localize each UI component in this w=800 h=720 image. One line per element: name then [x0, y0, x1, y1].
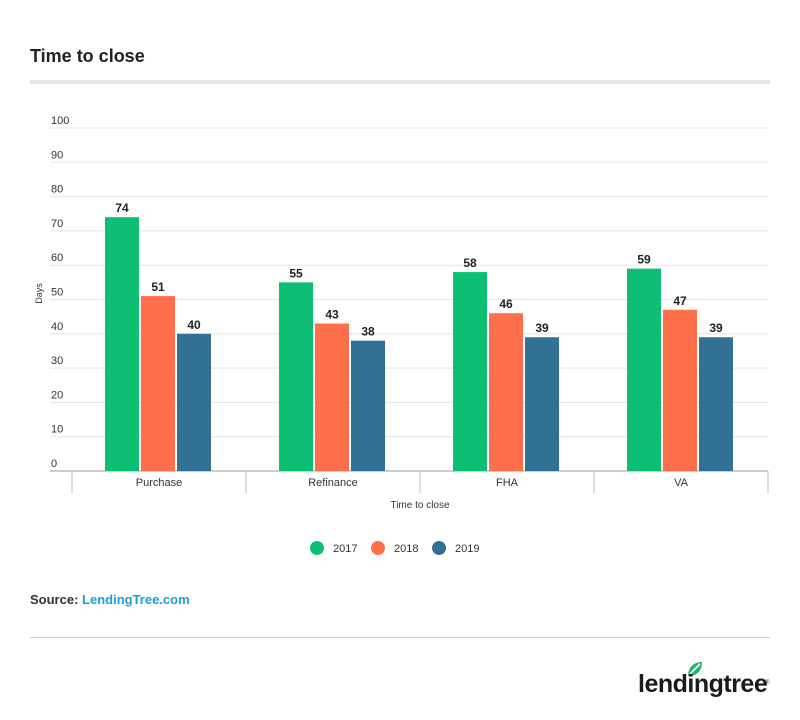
data-label: 58 [463, 256, 477, 270]
legend-label-2017: 2017 [333, 543, 357, 555]
bar-2019-va [699, 337, 733, 471]
logo-wordmark: lendingtree [638, 670, 768, 698]
bar-2018-fha [489, 313, 523, 471]
y-tick-label: 20 [51, 389, 63, 401]
y-tick-label: 60 [51, 252, 63, 264]
y-tick-label: 30 [51, 355, 63, 367]
bar-2017-va [627, 268, 661, 471]
title-divider [30, 80, 770, 84]
y-tick-label: 40 [51, 321, 63, 333]
x-tick-label: Purchase [136, 477, 182, 489]
data-label: 43 [325, 308, 339, 322]
bar-2019-refinance [351, 340, 385, 471]
leaf-icon [688, 662, 702, 676]
data-label: 55 [289, 266, 303, 280]
data-label: 74 [115, 201, 129, 215]
bar-chart: 0 10 20 30 40 50 60 70 80 90 100 74 51 40 Purchase 55 43… [34, 115, 769, 555]
data-label: 38 [361, 325, 375, 339]
x-tick-label: VA [674, 477, 689, 489]
lendingtree-logo: lendingtree ® [638, 660, 770, 704]
bar-2017-purchase [105, 217, 139, 471]
x-tick-label: FHA [496, 477, 519, 489]
registered-mark: ® [765, 680, 770, 686]
source-label: Source: [30, 592, 79, 607]
y-tick-label: 100 [51, 115, 69, 127]
data-label: 47 [673, 294, 687, 308]
data-label: 51 [151, 280, 165, 294]
source-link[interactable]: LendingTree.com [82, 592, 190, 607]
y-tick-label: 50 [51, 287, 63, 299]
data-label: 40 [187, 318, 201, 332]
legend-marker-2019 [432, 541, 446, 555]
legend-label-2018: 2018 [394, 543, 418, 555]
y-tick-label: 70 [51, 218, 63, 230]
x-tick-label: Refinance [308, 477, 358, 489]
chart-title: Time to close [30, 46, 145, 66]
bar-2019-purchase [177, 333, 211, 471]
legend-label-2019: 2019 [455, 543, 479, 555]
data-label: 39 [535, 321, 549, 335]
legend-marker-2017 [310, 541, 324, 555]
data-label: 59 [637, 253, 651, 267]
y-tick-label: 10 [51, 424, 63, 436]
bar-2017-fha [453, 272, 487, 471]
bar-2018-refinance [315, 323, 349, 471]
bar-2019-fha [525, 337, 559, 471]
y-axis-title: Days [34, 283, 44, 304]
data-label: 46 [499, 297, 513, 311]
bar-2018-va [663, 309, 697, 471]
source-line: Source: LendingTree.com [30, 592, 190, 607]
y-tick-label: 80 [51, 184, 63, 196]
legend-marker-2018 [371, 541, 385, 555]
data-label: 39 [709, 321, 723, 335]
x-axis-title: Time to close [390, 500, 450, 511]
bar-2017-refinance [279, 282, 313, 471]
y-tick-label: 90 [51, 149, 63, 161]
bottom-divider [30, 637, 770, 638]
y-tick-label: 0 [51, 458, 57, 470]
bar-2018-purchase [141, 296, 175, 471]
